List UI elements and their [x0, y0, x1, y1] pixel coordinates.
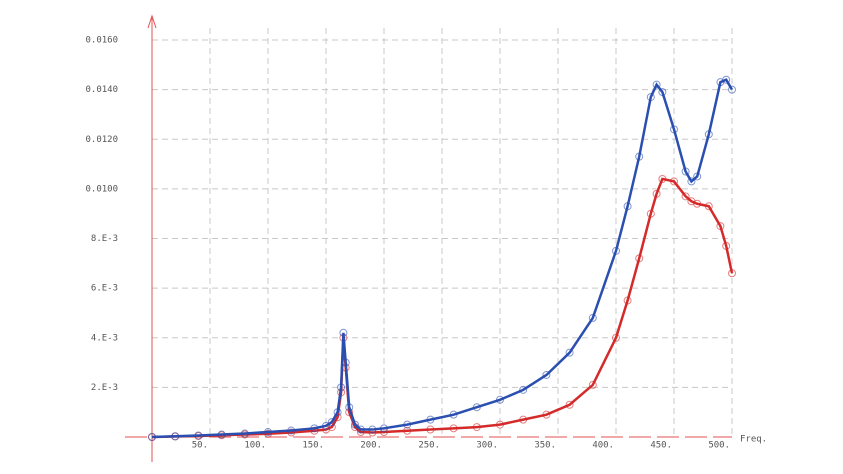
data-point: [519, 385, 528, 394]
data-point: [565, 400, 574, 409]
y-tick-label: 0.0100: [85, 184, 118, 194]
x-tick-label: 200.: [360, 441, 382, 451]
x-tick-label: 300.: [476, 441, 498, 451]
y-tick-label: 8.E-3: [91, 234, 118, 244]
data-point: [704, 130, 713, 139]
x-tick-label: 150.: [302, 441, 324, 451]
data-point: [704, 202, 713, 211]
data-point: [264, 428, 272, 437]
y-tick-label: 0.0160: [85, 36, 118, 46]
y-tick-label: 0.0140: [85, 85, 118, 95]
data-point: [496, 420, 504, 429]
data-point: [217, 430, 226, 439]
data-point: [658, 174, 667, 183]
data-point: [687, 177, 696, 186]
data-point: [693, 172, 702, 181]
data-point: [693, 199, 702, 208]
data-point: [542, 410, 551, 419]
data-point: [681, 167, 690, 176]
data-point: [148, 433, 156, 441]
data-point: [327, 418, 336, 427]
data-point: [652, 189, 661, 198]
data-point: [472, 423, 481, 432]
data-point: [345, 403, 354, 412]
data-point: [635, 254, 644, 263]
data-point: [449, 424, 458, 433]
x-axis-label: Freq.: [740, 435, 767, 445]
data-point: [341, 358, 350, 367]
data-point: [612, 333, 620, 342]
data-point: [646, 209, 655, 218]
data-point: [426, 425, 435, 434]
data-point: [658, 88, 667, 97]
data-point: [635, 152, 644, 161]
x-tick-label: 100.: [244, 441, 266, 451]
data-point: [519, 415, 528, 424]
data-point: [368, 425, 377, 434]
data-point: [426, 415, 435, 424]
data-point: [670, 177, 678, 186]
data-point: [356, 425, 365, 434]
x-tick-label: 500.: [708, 441, 730, 451]
data-point: [322, 421, 330, 430]
x-tick-label: 400.: [592, 441, 614, 451]
y-axis-arrow: [147, 14, 157, 29]
y-tick-label: 6.E-3: [91, 284, 118, 294]
y-tick-label: 4.E-3: [91, 333, 118, 343]
data-point: [588, 380, 597, 389]
data-point: [722, 75, 731, 84]
data-point: [171, 432, 180, 441]
data-point: [588, 313, 597, 322]
data-point: [716, 222, 725, 231]
x-tick-label: 450.: [650, 441, 672, 451]
data-point: [337, 383, 346, 392]
data-point: [728, 85, 736, 94]
data-point: [565, 348, 574, 357]
data-point: [728, 269, 736, 278]
data-point: [339, 328, 348, 337]
data-point: [380, 424, 388, 433]
data-point: [403, 426, 412, 435]
data-point: [623, 202, 632, 211]
data-point: [612, 246, 620, 255]
data-point: [351, 420, 359, 429]
data-point: [472, 403, 481, 412]
data-point: [681, 192, 690, 201]
data-point: [449, 410, 458, 419]
data-point: [287, 426, 296, 435]
x-tick-label: 350.: [534, 441, 556, 451]
data-point: [240, 429, 249, 438]
data-point: [287, 428, 296, 437]
data-point: [646, 93, 655, 102]
data-point: [496, 395, 504, 404]
data-point: [542, 370, 551, 379]
data-point: [310, 424, 319, 433]
x-tick-label: 50.: [192, 441, 208, 451]
data-point: [652, 80, 661, 89]
data-point: [403, 420, 412, 429]
data-point: [333, 408, 342, 417]
data-point: [722, 241, 731, 250]
y-tick-label: 0.0120: [85, 135, 118, 145]
data-point: [670, 125, 678, 134]
y-tick-label: 2.E-3: [91, 383, 118, 393]
data-point: [623, 296, 632, 305]
data-point: [194, 431, 203, 440]
x-tick-label: 250.: [418, 441, 440, 451]
